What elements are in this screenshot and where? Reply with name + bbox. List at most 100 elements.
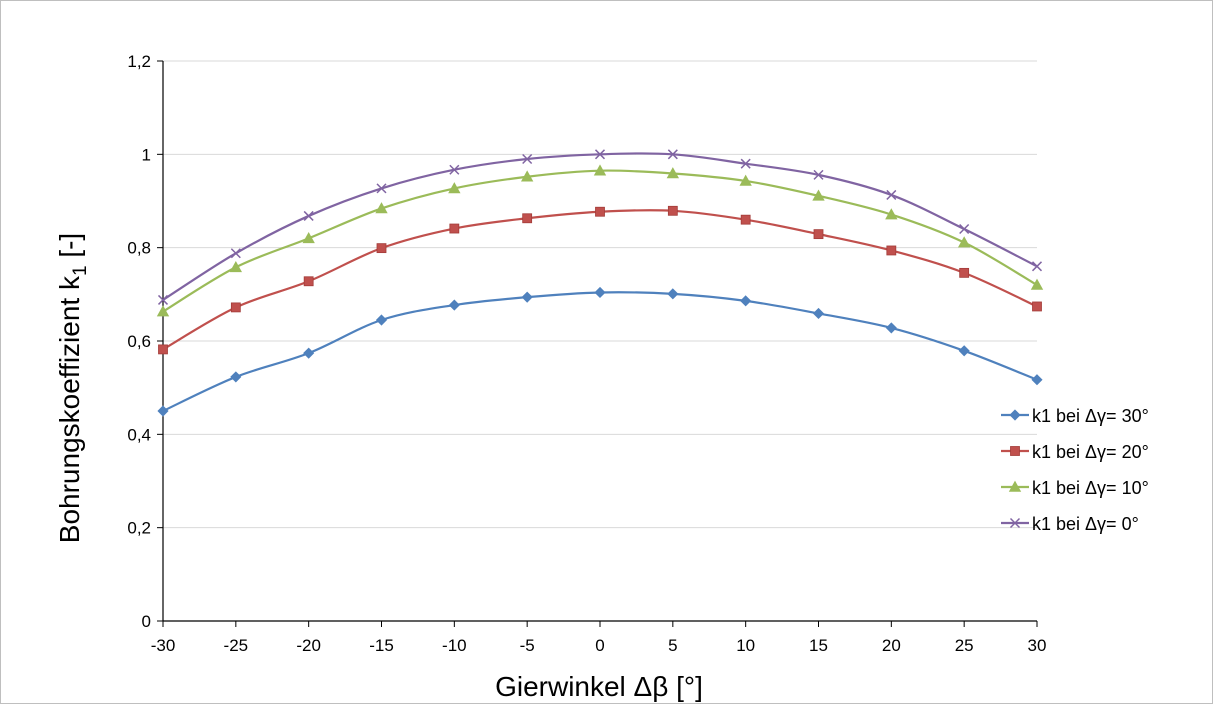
data-point [520, 170, 534, 182]
data-point [376, 183, 387, 194]
data-point [375, 314, 388, 326]
data-point [812, 189, 825, 201]
legend: k1 bei Δγ= 30° k1 bei Δγ= 20° k1 bei Δγ= 1… [1001, 406, 1149, 534]
data-point [375, 202, 388, 214]
data-point [667, 288, 679, 300]
x-tick-labels: -30 -25 -20 -15 -10 -5 0 5 10 15 20 25 30 [151, 636, 1047, 655]
x-tick-label: -10 [442, 636, 467, 655]
data-point [666, 167, 680, 179]
data-point [740, 214, 751, 225]
data-point [739, 174, 752, 186]
series-line [162, 209, 1038, 351]
legend-label: k1 bei Δγ= 20° [1032, 442, 1149, 462]
data-point [158, 344, 168, 355]
data-point [594, 286, 606, 299]
y-tick-label: 0,8 [127, 239, 151, 258]
x-tick-label: -5 [520, 636, 535, 655]
y-tick-labels: 0 0,2 0,4 0,6 0,8 1 1,2 [127, 52, 151, 631]
y-tick-label: 1 [142, 145, 151, 164]
legend-item: k1 bei Δγ= 20° [1001, 442, 1149, 462]
data-point [885, 208, 898, 220]
data-point [886, 189, 897, 200]
data-point [522, 153, 533, 165]
legend-item: k1 bei Δγ= 0° [1001, 514, 1139, 534]
legend-marker [1009, 517, 1021, 529]
data-point [303, 347, 315, 359]
x-tick-label: 15 [809, 636, 828, 655]
data-point [813, 169, 824, 180]
data-point [740, 295, 752, 307]
legend-item: k1 bei Δγ= 10° [1001, 478, 1149, 498]
series-group [156, 149, 1044, 417]
series-1 [157, 286, 1043, 417]
x-axis-title: Gierwinkel Δβ [°] [495, 671, 703, 702]
y-axis-title-suffix: [-] [54, 233, 85, 266]
data-point [157, 405, 169, 417]
y-tick-label: 0,2 [127, 519, 151, 538]
y-tick-label: 0,4 [127, 425, 151, 444]
legend-item: k1 bei Δγ= 30° [1001, 406, 1149, 426]
data-point [1032, 301, 1042, 312]
legend-marker [1009, 409, 1021, 421]
y-tick-label: 0 [142, 612, 151, 631]
data-point [303, 276, 314, 287]
data-point [1031, 261, 1043, 272]
data-point [156, 305, 170, 317]
series-2 [158, 205, 1042, 355]
data-point [449, 223, 460, 234]
x-tick-label: -20 [296, 636, 321, 655]
data-point [1031, 374, 1043, 386]
x-tick-label: -30 [151, 636, 176, 655]
data-point [813, 229, 824, 240]
x-tick-label: 25 [955, 636, 974, 655]
data-point [667, 149, 678, 160]
y-axis-title: Bohrungskoeffizient k1 [-] [54, 233, 91, 543]
legend-label: k1 bei Δγ= 30° [1032, 406, 1149, 426]
data-point [230, 371, 242, 383]
series-line [162, 291, 1038, 412]
data-point [812, 307, 825, 320]
data-point [448, 299, 460, 311]
data-point [303, 210, 314, 221]
data-point [885, 322, 897, 334]
data-point [230, 302, 241, 313]
x-tick-label: 20 [882, 636, 901, 655]
legend-label: k1 bei Δγ= 10° [1032, 478, 1149, 498]
y-axis-title-sub: 1 [70, 265, 91, 276]
x-tick-label: -25 [224, 636, 249, 655]
data-point [449, 164, 460, 175]
x-tick-label: 5 [668, 636, 677, 655]
data-point [959, 223, 970, 235]
data-point [448, 182, 461, 194]
data-point [522, 213, 533, 224]
data-point [157, 294, 169, 305]
x-tick-label: 30 [1028, 636, 1047, 655]
data-point [229, 260, 243, 273]
data-point [593, 164, 607, 176]
legend-marker [1010, 446, 1020, 456]
axes [157, 60, 1038, 627]
data-point [667, 205, 678, 216]
data-point [595, 206, 605, 217]
data-point [594, 149, 606, 160]
y-tick-label: 1,2 [127, 52, 151, 71]
y-tick-label: 0,6 [127, 332, 151, 351]
data-point [376, 243, 387, 254]
x-tick-label: 10 [736, 636, 755, 655]
x-tick-label: 0 [595, 636, 604, 655]
data-point [230, 248, 241, 259]
legend-marker [1008, 480, 1022, 492]
data-point [959, 267, 970, 278]
data-point [958, 345, 970, 357]
series-3 [156, 164, 1044, 317]
x-tick-label: -15 [369, 636, 394, 655]
y-axis-title-main: Bohrungskoeffizient k [54, 275, 85, 543]
legend-label: k1 bei Δγ= 0° [1032, 514, 1139, 534]
data-point [302, 232, 315, 244]
data-point [886, 245, 897, 256]
data-point [957, 236, 971, 248]
data-point [740, 158, 751, 169]
data-point [521, 291, 533, 303]
series-4 [157, 149, 1043, 305]
